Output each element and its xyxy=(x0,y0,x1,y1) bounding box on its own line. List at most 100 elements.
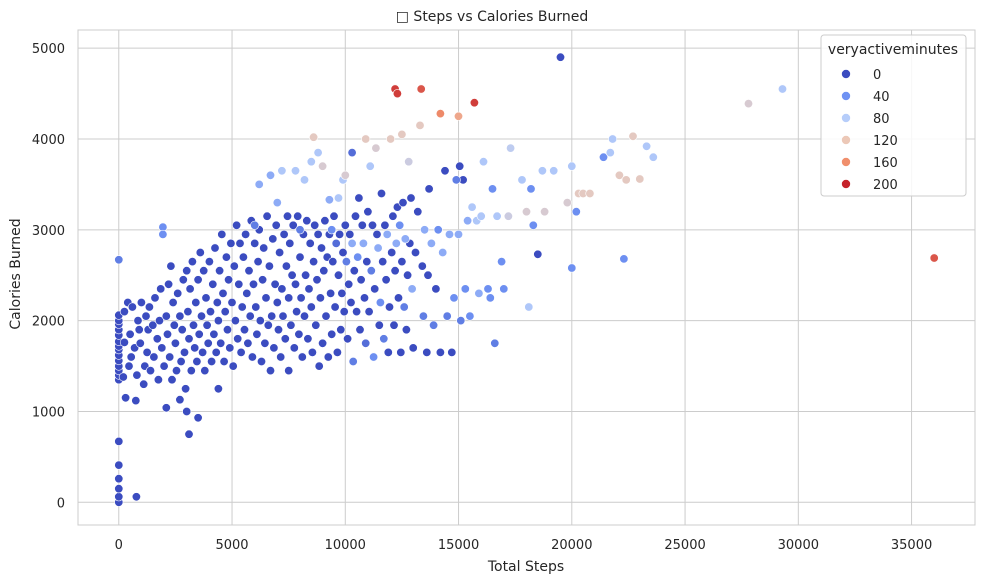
scatter-point xyxy=(295,252,305,262)
scatter-point xyxy=(182,406,192,416)
scatter-point xyxy=(219,356,229,366)
scatter-point xyxy=(359,293,369,303)
scatter-point xyxy=(153,375,163,385)
plot-border xyxy=(77,29,976,526)
scatter-point xyxy=(391,238,401,248)
scatter-point xyxy=(378,257,388,267)
scatter-point xyxy=(571,207,581,217)
scatter-point xyxy=(156,284,166,294)
scatter-point xyxy=(528,220,538,230)
x-tick-label: 10000 xyxy=(325,538,366,553)
scatter-point xyxy=(410,248,420,258)
y-tick-label: 1000 xyxy=(32,405,65,420)
scatter-point xyxy=(418,311,428,321)
scatter-point xyxy=(357,220,367,230)
scatter-point xyxy=(416,84,426,94)
scatter-point xyxy=(276,352,286,362)
y-tick-label: 3000 xyxy=(32,224,65,239)
scatter-point xyxy=(201,293,211,303)
scatter-point xyxy=(379,334,389,344)
scatter-point xyxy=(413,207,423,217)
x-tick-label: 25000 xyxy=(664,538,705,553)
scatter-point xyxy=(467,202,477,212)
scatter-point xyxy=(131,396,141,406)
scatter-point xyxy=(290,279,300,289)
scatter-point xyxy=(424,184,434,194)
scatter-point xyxy=(328,257,338,267)
scatter-point xyxy=(355,325,365,335)
scatter-point xyxy=(364,307,374,317)
scatter-point xyxy=(164,279,174,289)
scatter-point xyxy=(114,436,124,446)
scatter-point xyxy=(272,198,282,208)
scatter-point xyxy=(315,293,325,303)
scatter-point xyxy=(238,252,248,262)
scatter-point xyxy=(187,257,197,267)
scatter-point xyxy=(271,220,281,230)
scatter-point xyxy=(252,329,262,339)
scatter-point xyxy=(310,220,320,230)
scatter-point xyxy=(433,225,443,235)
scatter-point xyxy=(474,288,484,298)
scatter-point xyxy=(250,238,260,248)
scatter-point xyxy=(244,266,254,276)
scatter-point xyxy=(232,220,242,230)
scatter-point xyxy=(226,238,236,248)
scatter-point xyxy=(237,302,247,312)
scatter-point xyxy=(186,366,196,376)
scatter-point xyxy=(119,337,129,347)
scatter-point xyxy=(398,198,408,208)
scatter-point xyxy=(341,257,351,267)
scatter-point xyxy=(144,302,154,312)
scatter-point xyxy=(251,302,261,312)
scatter-point xyxy=(447,347,457,357)
scatter-point xyxy=(492,211,502,221)
scatter-point xyxy=(269,343,279,353)
scatter-point xyxy=(299,311,309,321)
scatter-point xyxy=(319,266,329,276)
scatter-point xyxy=(306,157,316,167)
scatter-point xyxy=(139,379,149,389)
scatter-point xyxy=(383,347,393,357)
scatter-point xyxy=(134,325,144,335)
scatter-point xyxy=(183,307,193,317)
scatter-point xyxy=(297,352,307,362)
scatter-point xyxy=(296,293,306,303)
scatter-point xyxy=(209,329,219,339)
scatter-point xyxy=(193,275,203,285)
scatter-point xyxy=(397,129,407,139)
scatter-point xyxy=(306,302,316,312)
scatter-point xyxy=(169,320,179,330)
scatter-point xyxy=(243,338,253,348)
scatter-point xyxy=(347,238,357,248)
scatter-point xyxy=(605,148,615,158)
scatter-point xyxy=(340,170,350,180)
scatter-point xyxy=(114,484,124,494)
scatter-point xyxy=(163,329,173,339)
scatter-point xyxy=(247,352,257,362)
scatter-point xyxy=(499,284,509,294)
scatter-point xyxy=(236,347,246,357)
scatter-point xyxy=(278,311,288,321)
scatter-point xyxy=(284,366,294,376)
scatter-point xyxy=(380,220,390,230)
scatter-point xyxy=(166,261,176,271)
scatter-point xyxy=(158,229,168,239)
scatter-point xyxy=(281,261,291,271)
legend-title: veryactiveminutes xyxy=(828,42,958,58)
scatter-point xyxy=(185,284,195,294)
scatter-point xyxy=(245,311,255,321)
scatter-point xyxy=(203,338,213,348)
scatter-point xyxy=(401,325,411,335)
scatter-point xyxy=(146,366,156,376)
scatter-point xyxy=(506,143,516,153)
scatter-point xyxy=(181,384,191,394)
scatter-point xyxy=(303,334,313,344)
scatter-point xyxy=(327,225,337,235)
scatter-point xyxy=(175,311,185,321)
scatter-point xyxy=(417,261,427,271)
scatter-point xyxy=(234,279,244,289)
scatter-point xyxy=(213,316,223,326)
scatter-point xyxy=(408,343,418,353)
scatter-point xyxy=(260,338,270,348)
